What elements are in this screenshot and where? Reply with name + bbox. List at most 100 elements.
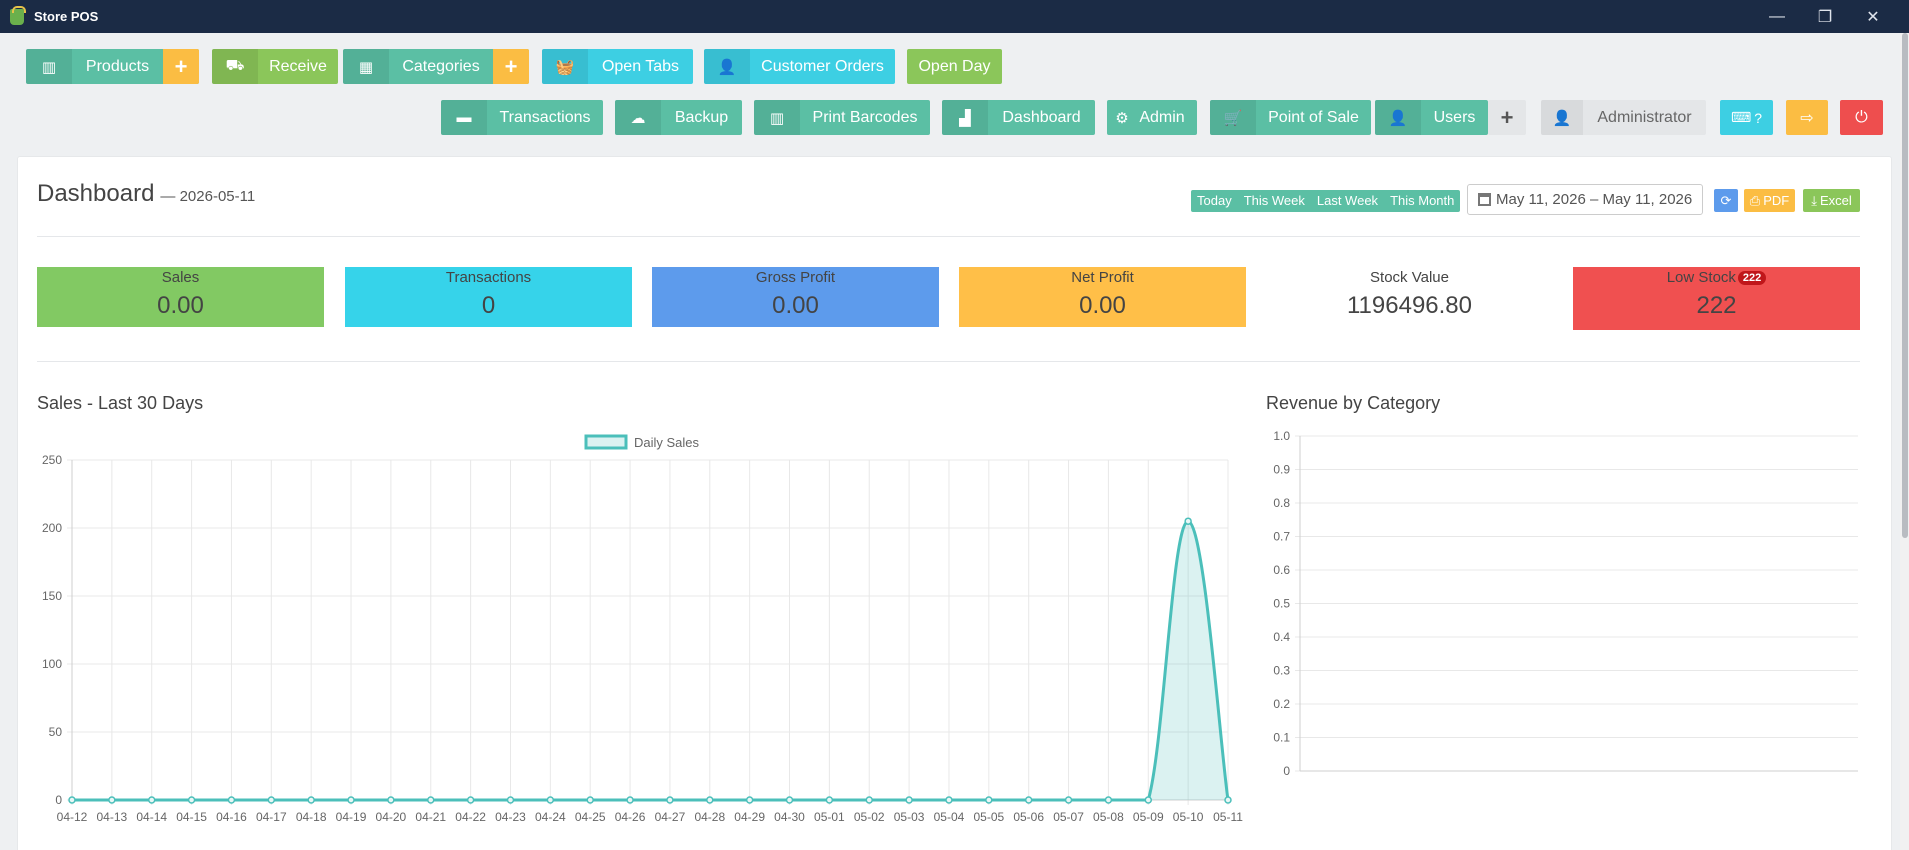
users-button[interactable]: 👤 Users bbox=[1375, 100, 1488, 135]
page-title-text: Dashboard bbox=[37, 180, 155, 207]
x-tick-label: 04-30 bbox=[774, 810, 805, 824]
range-this-month-button[interactable]: This Month bbox=[1390, 193, 1455, 208]
refresh-icon: ⟳ bbox=[1720, 192, 1732, 208]
basket-icon: 🧺 bbox=[542, 49, 588, 84]
stat-gross-profit-label: Gross Profit bbox=[755, 269, 836, 286]
user-icon: 👤 bbox=[704, 49, 750, 84]
point-of-sale-button[interactable]: 🛒 Point of Sale bbox=[1210, 100, 1371, 135]
x-tick-label: 04-24 bbox=[535, 810, 566, 824]
legend-label: Daily Sales bbox=[634, 435, 700, 450]
open-tabs-label: Open Tabs bbox=[601, 57, 680, 75]
transactions-button[interactable]: ▬ Transactions bbox=[441, 100, 603, 135]
range-today-button[interactable]: Today bbox=[1197, 193, 1232, 208]
maximize-button[interactable]: ❐ bbox=[1817, 8, 1833, 26]
backup-button[interactable]: ☁ Backup bbox=[615, 100, 742, 135]
x-tick-label: 04-19 bbox=[336, 810, 367, 824]
pdf-label: PDF bbox=[1763, 193, 1790, 208]
y-tick-label: 0.5 bbox=[1273, 597, 1290, 611]
x-tick-label: 04-25 bbox=[575, 810, 606, 824]
y-tick-label: 50 bbox=[49, 725, 63, 739]
scrollbar[interactable] bbox=[1900, 33, 1909, 850]
power-button[interactable]: ⏻ bbox=[1840, 100, 1883, 135]
x-tick-label: 04-16 bbox=[216, 810, 247, 824]
stat-gross-profit: Gross Profit 0.00 bbox=[652, 267, 939, 327]
title-bar: Store POS — ❐ ✕ bbox=[0, 0, 1909, 33]
stat-sales-label: Sales bbox=[161, 269, 200, 286]
plus-icon: + bbox=[1500, 104, 1514, 130]
x-tick-label: 04-23 bbox=[495, 810, 526, 824]
open-day-button[interactable]: Open Day bbox=[907, 49, 1002, 84]
print-barcodes-label: Print Barcodes bbox=[812, 108, 918, 126]
categories-label: Categories bbox=[402, 57, 480, 75]
x-tick-label: 04-14 bbox=[136, 810, 167, 824]
app-icon bbox=[10, 5, 26, 25]
x-tick-label: 05-05 bbox=[973, 810, 1004, 824]
admin-button[interactable]: ⚙ Admin bbox=[1107, 100, 1197, 135]
customer-orders-button[interactable]: 👤 Customer Orders bbox=[704, 49, 895, 84]
print-icon: ⎙ bbox=[1749, 192, 1761, 208]
series-area bbox=[72, 521, 1228, 800]
receive-button[interactable]: ⛟ Receive bbox=[212, 49, 338, 84]
barcode-icon: ▥ bbox=[754, 100, 800, 135]
stat-sales: Sales 0.00 bbox=[37, 267, 324, 327]
keyboard-help-button[interactable]: ⌨ ? bbox=[1720, 100, 1773, 135]
pdf-button[interactable]: ⎙ PDF bbox=[1744, 189, 1795, 212]
stat-sales-value: 0.00 bbox=[157, 292, 204, 319]
stat-low-stock[interactable]: Low Stock 222 222 bbox=[1573, 267, 1860, 330]
stat-net-profit: Net Profit 0.00 bbox=[959, 267, 1246, 327]
stat-gross-profit-value: 0.00 bbox=[772, 292, 819, 319]
range-last-week-button[interactable]: Last Week bbox=[1316, 193, 1379, 208]
data-point bbox=[466, 796, 475, 804]
window-title: Store POS bbox=[34, 9, 99, 24]
products-label: Products bbox=[85, 57, 150, 75]
user-menu[interactable]: 👤 Administrator bbox=[1541, 100, 1706, 135]
logout-button[interactable]: ⇨ bbox=[1786, 100, 1828, 135]
add-user-button[interactable]: + bbox=[1488, 100, 1526, 135]
data-point bbox=[825, 796, 834, 804]
x-tick-label: 05-09 bbox=[1133, 810, 1164, 824]
open-tabs-button[interactable]: 🧺 Open Tabs bbox=[542, 49, 693, 84]
minimize-button[interactable]: — bbox=[1769, 7, 1785, 25]
power-icon: ⏻ bbox=[1855, 108, 1868, 126]
add-category-button[interactable]: + bbox=[493, 49, 529, 84]
low-stock-badge: 222 bbox=[1737, 271, 1767, 285]
refresh-button[interactable]: ⟳ bbox=[1714, 189, 1738, 212]
page-title: Dashboard — 2026-05-11 bbox=[37, 180, 255, 208]
excel-label: Excel bbox=[1819, 193, 1852, 208]
data-point bbox=[1104, 796, 1113, 804]
date-range-input[interactable]: May 11, 2026 – May 11, 2026 bbox=[1467, 184, 1703, 215]
receive-label: Receive bbox=[269, 57, 327, 75]
dashboard-button[interactable]: ▟ Dashboard bbox=[942, 100, 1095, 135]
add-product-button[interactable]: + bbox=[163, 49, 199, 84]
avatar: 👤 bbox=[1541, 100, 1583, 135]
card-icon: ▬ bbox=[441, 100, 487, 135]
x-tick-label: 05-01 bbox=[814, 810, 845, 824]
scrollbar-thumb[interactable] bbox=[1902, 33, 1908, 538]
y-tick-label: 0 bbox=[55, 793, 62, 807]
stat-low-stock-label: Low Stock bbox=[1666, 269, 1736, 286]
x-tick-label: 05-02 bbox=[854, 810, 885, 824]
stat-net-profit-label: Net Profit bbox=[1071, 269, 1134, 286]
x-tick-label: 04-18 bbox=[296, 810, 327, 824]
y-tick-label: 250 bbox=[42, 453, 62, 467]
data-point bbox=[626, 796, 634, 804]
y-tick-label: 0.7 bbox=[1273, 530, 1290, 544]
cogs-icon: ⚙ bbox=[1115, 109, 1129, 127]
close-button[interactable]: ✕ bbox=[1866, 8, 1880, 26]
data-point bbox=[1184, 517, 1192, 525]
products-button[interactable]: ▥ Products + bbox=[26, 49, 199, 84]
x-tick-label: 05-06 bbox=[1013, 810, 1044, 824]
y-tick-label: 0 bbox=[1283, 764, 1290, 778]
customer-orders-label: Customer Orders bbox=[761, 57, 884, 75]
x-tick-label: 04-15 bbox=[176, 810, 207, 824]
print-barcodes-button[interactable]: ▥ Print Barcodes bbox=[754, 100, 930, 135]
data-point bbox=[187, 796, 196, 804]
data-point bbox=[267, 796, 276, 804]
categories-button[interactable]: ▦ Categories + bbox=[343, 49, 529, 84]
data-point bbox=[427, 796, 435, 804]
range-this-week-button[interactable]: This Week bbox=[1243, 193, 1305, 208]
point-of-sale-label: Point of Sale bbox=[1268, 108, 1359, 126]
x-tick-label: 04-28 bbox=[694, 810, 725, 824]
excel-button[interactable]: ⤓ Excel bbox=[1803, 189, 1860, 212]
y-tick-label: 150 bbox=[42, 589, 62, 603]
